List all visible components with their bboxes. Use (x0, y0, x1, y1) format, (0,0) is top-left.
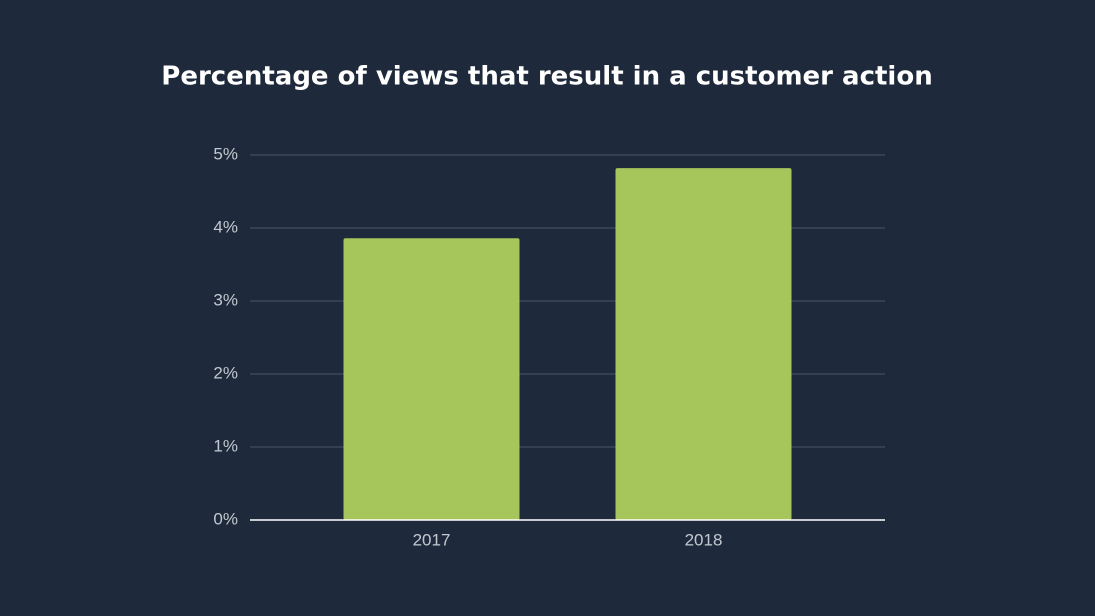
y-tick-label: 5% (213, 144, 238, 163)
bar (343, 238, 520, 520)
y-tick-label: 2% (213, 363, 238, 382)
bar (615, 168, 792, 520)
y-tick-label: 4% (213, 217, 238, 236)
y-tick-label: 0% (213, 509, 238, 528)
y-tick-label: 3% (213, 290, 238, 309)
x-tick-label: 2018 (685, 530, 723, 549)
y-tick-label: 1% (213, 436, 238, 455)
x-tick-label: 2017 (413, 530, 451, 549)
chart-title: Percentage of views that result in a cus… (161, 62, 932, 92)
